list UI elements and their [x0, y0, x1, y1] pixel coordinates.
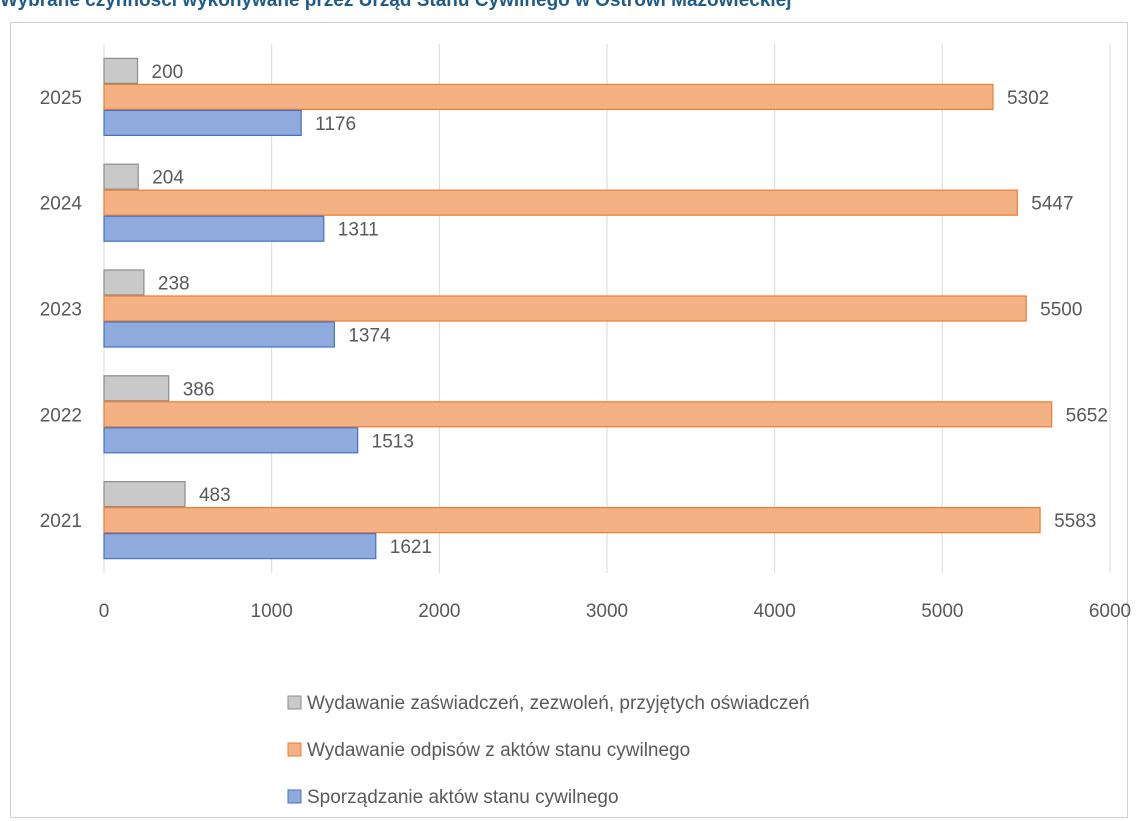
legend-swatch [287, 742, 302, 757]
legend-label: Wydawanie zaświadczeń, zezwoleń, przyjęt… [307, 693, 810, 714]
legend-label: Sporządzanie aktów stanu cywilnego [307, 787, 619, 808]
bar [103, 189, 1018, 216]
bar [103, 57, 139, 85]
bar [103, 215, 325, 242]
data-label: 483 [199, 485, 231, 506]
data-label: 204 [152, 168, 184, 189]
data-label: 1621 [390, 537, 432, 558]
legend-swatch [287, 695, 302, 710]
y-tick-label: 2024 [40, 194, 83, 215]
bar [103, 321, 335, 348]
bar [103, 295, 1027, 322]
data-label: 1311 [338, 220, 379, 241]
bar [103, 163, 139, 190]
bar [103, 109, 302, 137]
chart-title: Wybrane czynności wykonywane przez Urząd… [0, 0, 792, 11]
data-label: 200 [152, 62, 184, 83]
y-tick-label: 2022 [40, 405, 82, 426]
legend-label: Wydawanie odpisów z aktów stanu cywilneg… [307, 740, 690, 761]
data-label: 1176 [315, 114, 356, 135]
bar [103, 83, 994, 111]
data-label: 386 [183, 379, 215, 400]
data-label: 1374 [348, 326, 391, 347]
data-label: 1513 [372, 431, 414, 452]
bar [103, 269, 145, 296]
data-label: 5652 [1066, 405, 1108, 426]
bar [103, 481, 186, 508]
x-tick-label: 3000 [586, 601, 628, 622]
data-label: 5447 [1031, 194, 1073, 215]
x-tick-label: 6000 [1089, 601, 1131, 622]
data-label: 5583 [1054, 511, 1096, 532]
x-tick-label: 0 [99, 601, 110, 622]
bar [103, 375, 170, 402]
data-label: 5302 [1007, 88, 1049, 109]
x-tick-label: 4000 [754, 601, 796, 622]
x-tick-label: 1000 [251, 601, 293, 622]
x-tick-label: 2000 [418, 601, 460, 622]
bar [103, 507, 1041, 534]
data-label: 5500 [1040, 300, 1082, 321]
y-tick-label: 2023 [40, 300, 82, 321]
bar [103, 427, 359, 454]
y-tick-label: 2025 [40, 88, 82, 109]
bar [103, 401, 1053, 428]
y-tick-label: 2021 [40, 511, 82, 532]
x-tick-label: 5000 [921, 601, 963, 622]
legend-swatch [287, 789, 302, 804]
bar [103, 532, 377, 560]
data-label: 238 [158, 274, 190, 295]
